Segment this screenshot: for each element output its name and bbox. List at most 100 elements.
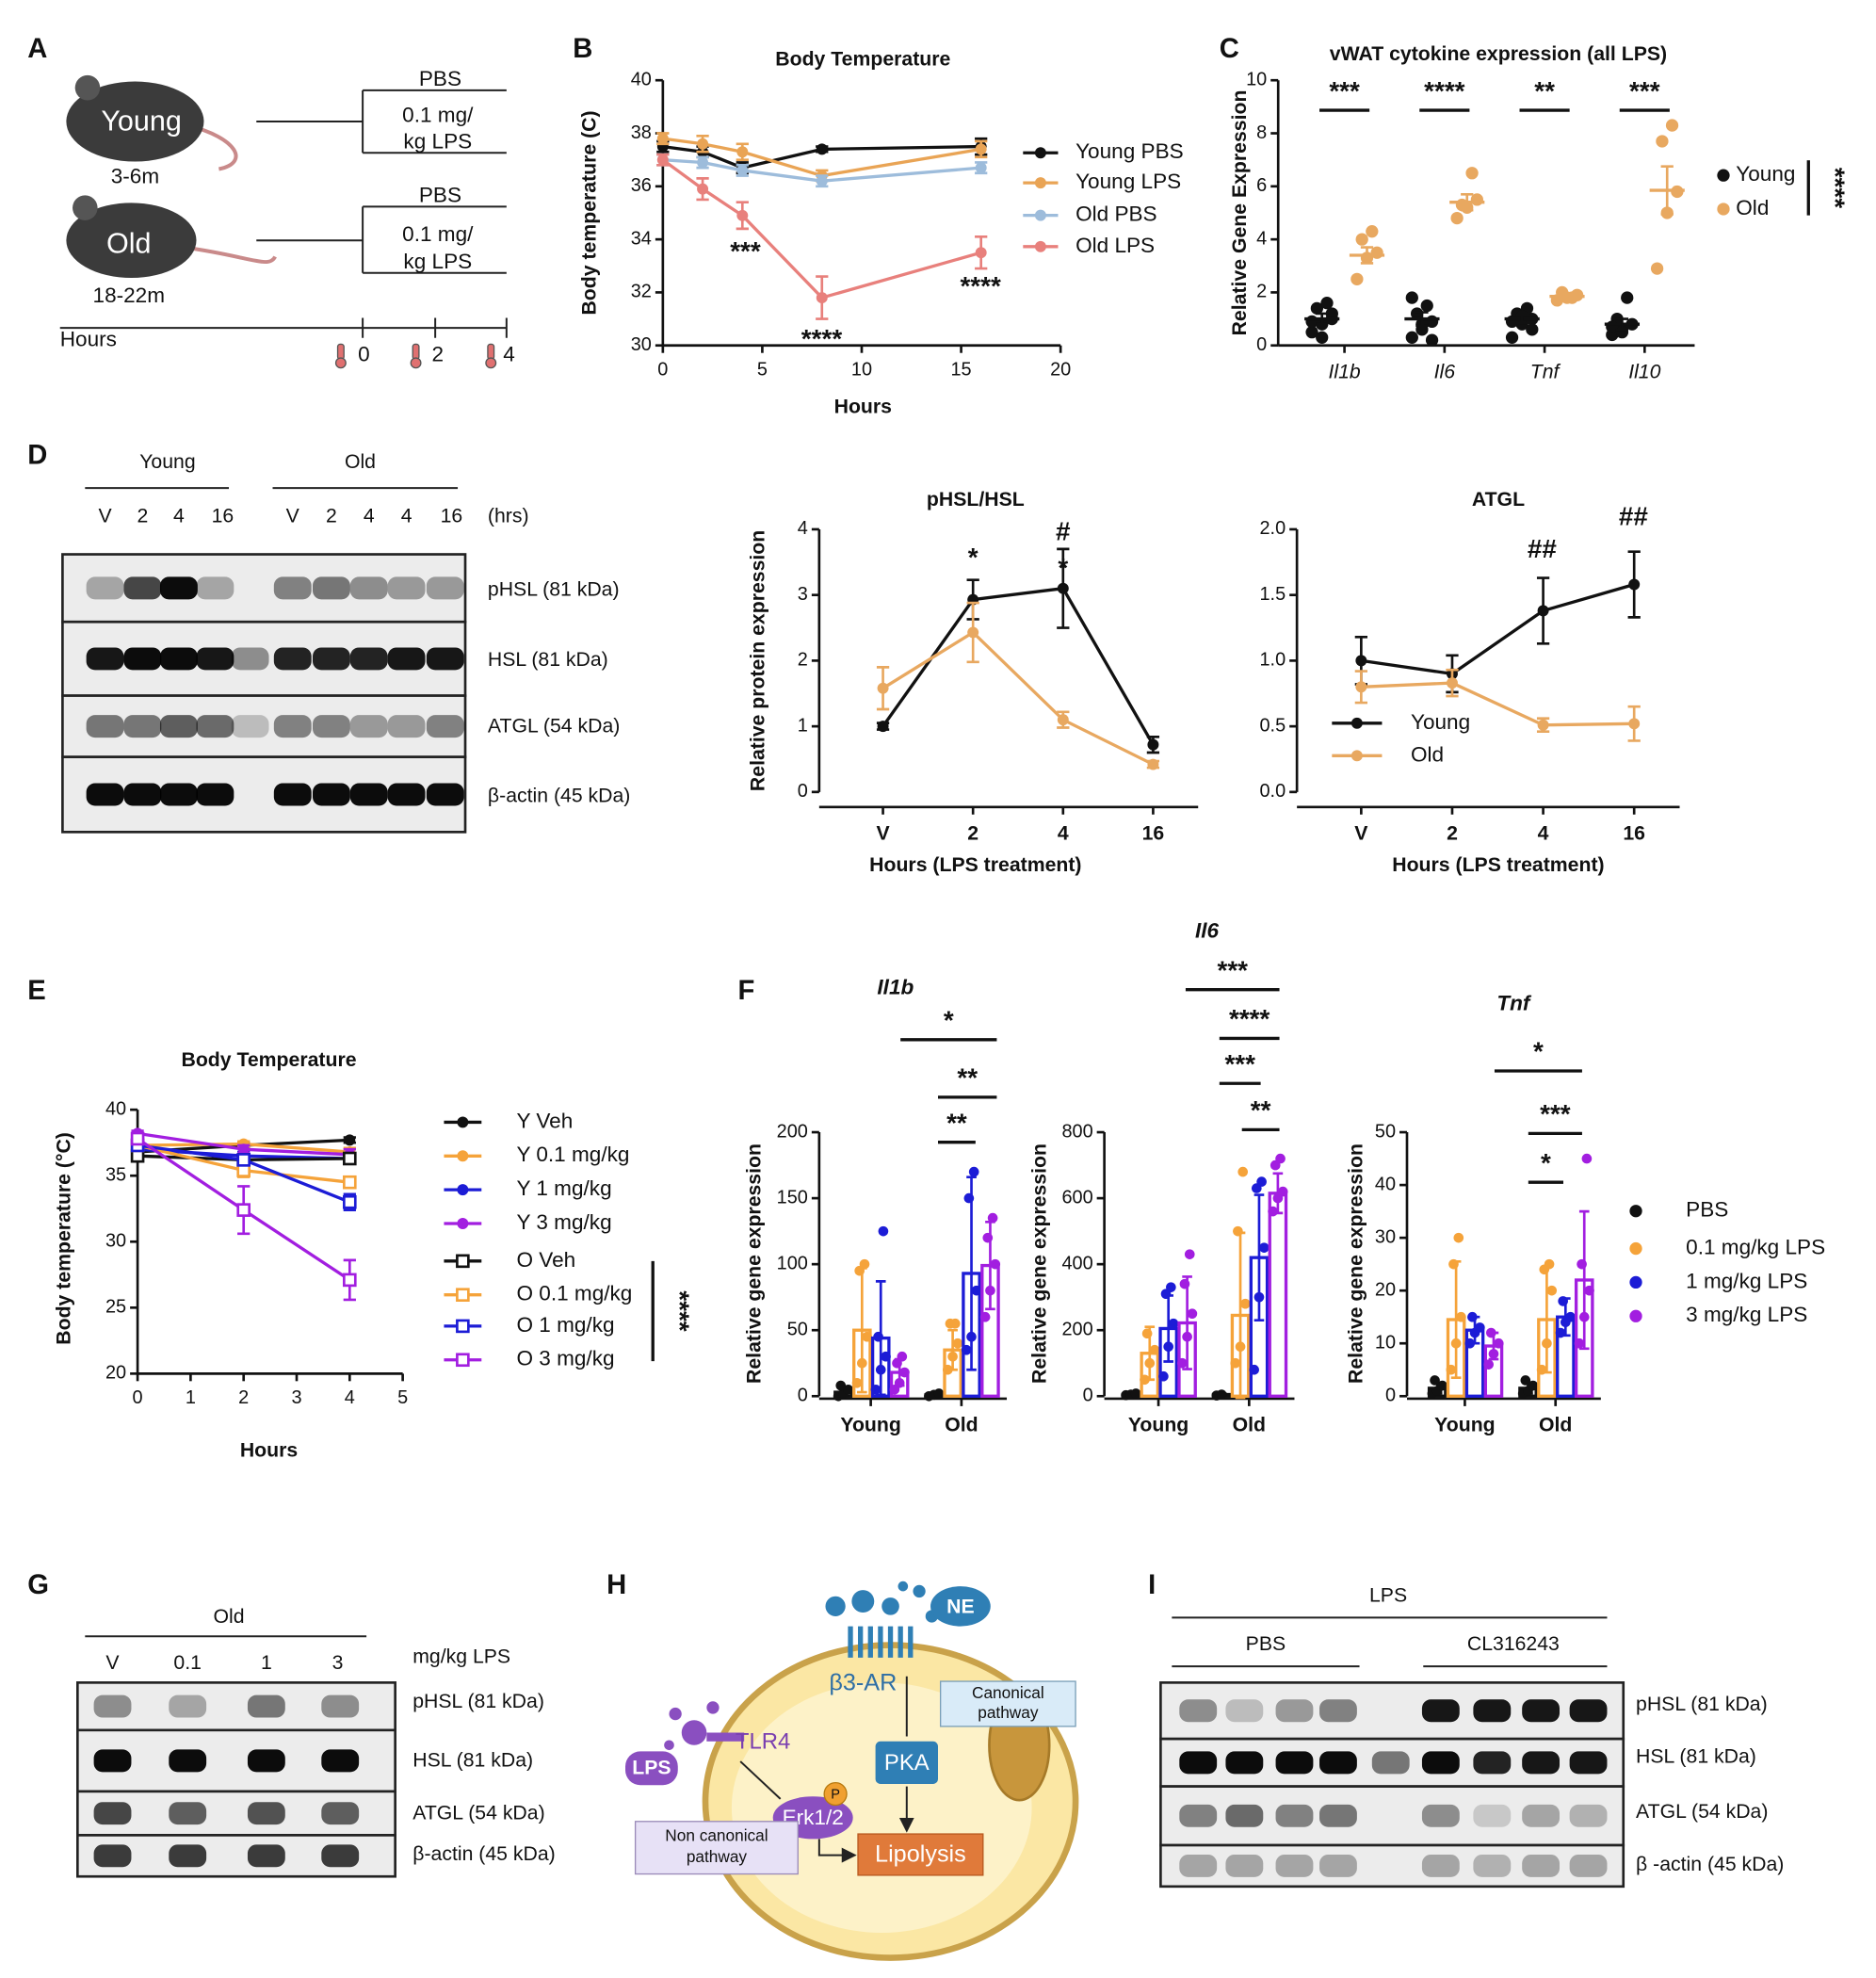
blot-band [349,576,388,600]
y-tick-label: 2.0 [1259,518,1286,539]
blot-band [159,783,198,806]
arrow [739,1760,853,1856]
data-point [1528,1380,1539,1391]
blot-band [196,715,234,738]
chart-title: ATGL [1472,488,1525,511]
blot-band [1319,1699,1357,1723]
blot-band [1319,1751,1357,1775]
node [857,1833,984,1876]
data-point [236,1153,251,1167]
panel-label: D [27,441,47,471]
blot-band [1473,1699,1512,1723]
data-point [343,1175,357,1190]
lane-label: 0.1 [173,1651,202,1674]
x-axis-label: Hours (LPS treatment) [1392,853,1604,876]
data-point [1187,1308,1198,1320]
data-point [1520,1375,1531,1386]
data-point [1656,135,1669,148]
data-point [457,1184,469,1196]
data-point [979,1311,991,1322]
legend-label: Y 0.1 mg/kg [516,1143,629,1166]
legend-label: Old [1736,196,1769,219]
significance: **** [960,271,1001,300]
blot-band [86,783,124,806]
data-point [971,1285,982,1296]
chart-title: Il6 [1195,919,1220,943]
data-point [857,1357,867,1369]
blot-band [426,715,464,738]
band-label: β-actin (45 kDa) [488,785,630,807]
blot-band [1225,1699,1264,1723]
data-point [1275,1153,1286,1164]
data-point [897,1351,908,1362]
age: 3-6m [111,165,159,188]
chart-title: Il1b [877,975,914,998]
data-point [1537,605,1549,617]
significance: ** [1251,1095,1271,1125]
significance: * [944,1006,954,1035]
pathway-box [939,1680,1076,1727]
blot-band [93,1694,132,1718]
data-point [1320,297,1334,310]
y-tick-label: 40 [1375,1174,1396,1194]
data-point [942,1364,953,1375]
y-tick-label: 36 [631,175,652,196]
panel-label: I [1148,1570,1156,1600]
y-tick-label: 1.0 [1259,650,1286,671]
data-point [456,1353,470,1368]
blot-band [86,576,124,600]
data-point [877,721,889,733]
blot-band [93,1802,132,1825]
y-tick-label: 4 [798,518,808,539]
data-point [985,1285,995,1296]
panel-h: NE β3-AR Canonical pathway PKA Lipolysis… [625,1581,1079,1961]
band-label: ATGL (54 kDa) [1636,1800,1768,1823]
y-tick-label: 0 [1385,1386,1396,1406]
lane-label: 3 [332,1651,344,1674]
x-tick-label: 0 [133,1387,143,1408]
blot-band [196,576,234,600]
data-point [457,1150,469,1162]
data-point [1467,1311,1478,1322]
blot-band [86,715,124,738]
x-tick-label: Tnf [1530,361,1561,383]
blot-band [1473,1751,1512,1775]
data-point [1578,1311,1590,1322]
data-point [878,1225,889,1237]
panel-label: E [27,976,45,1006]
group-line [1172,1616,1608,1668]
y-tick-label: 20 [105,1363,126,1384]
group-label: Old [214,1605,245,1628]
y-tick-label: 800 [1061,1121,1092,1142]
panel-label: F [738,976,755,1006]
group-label: Young [139,450,195,473]
legend-label: O Veh [516,1248,575,1272]
data-point [1253,1291,1265,1303]
data-point [1249,1364,1259,1375]
lane-label: V [286,504,300,527]
blot-band [169,1749,207,1773]
y-tick-label: 100 [777,1253,808,1273]
data-point [344,1134,356,1146]
error-bar [1182,1275,1192,1370]
y-tick-label: 1 [798,715,808,736]
y-tick-label: 30 [105,1231,126,1252]
legend-label: Young [1736,162,1795,186]
blot-band [426,783,464,806]
data-point [1277,1186,1288,1197]
x-tick-label: V [1354,822,1368,845]
data-point [875,1364,886,1375]
significance: * [1533,1037,1544,1066]
blot-band [169,1844,207,1868]
data-point [457,1218,469,1229]
band-label: pHSL (81 kDa) [488,578,620,601]
series-line [881,586,1155,746]
significance: *** [730,236,761,266]
blot-strip [1159,1843,1625,1889]
y-axis-label: Relative gene expression [1344,1143,1367,1384]
blot-band [123,783,162,806]
legend-label: Y Veh [516,1109,573,1132]
data-point [1057,714,1069,726]
error-bar [1415,311,1429,327]
data-point [1483,1359,1494,1370]
